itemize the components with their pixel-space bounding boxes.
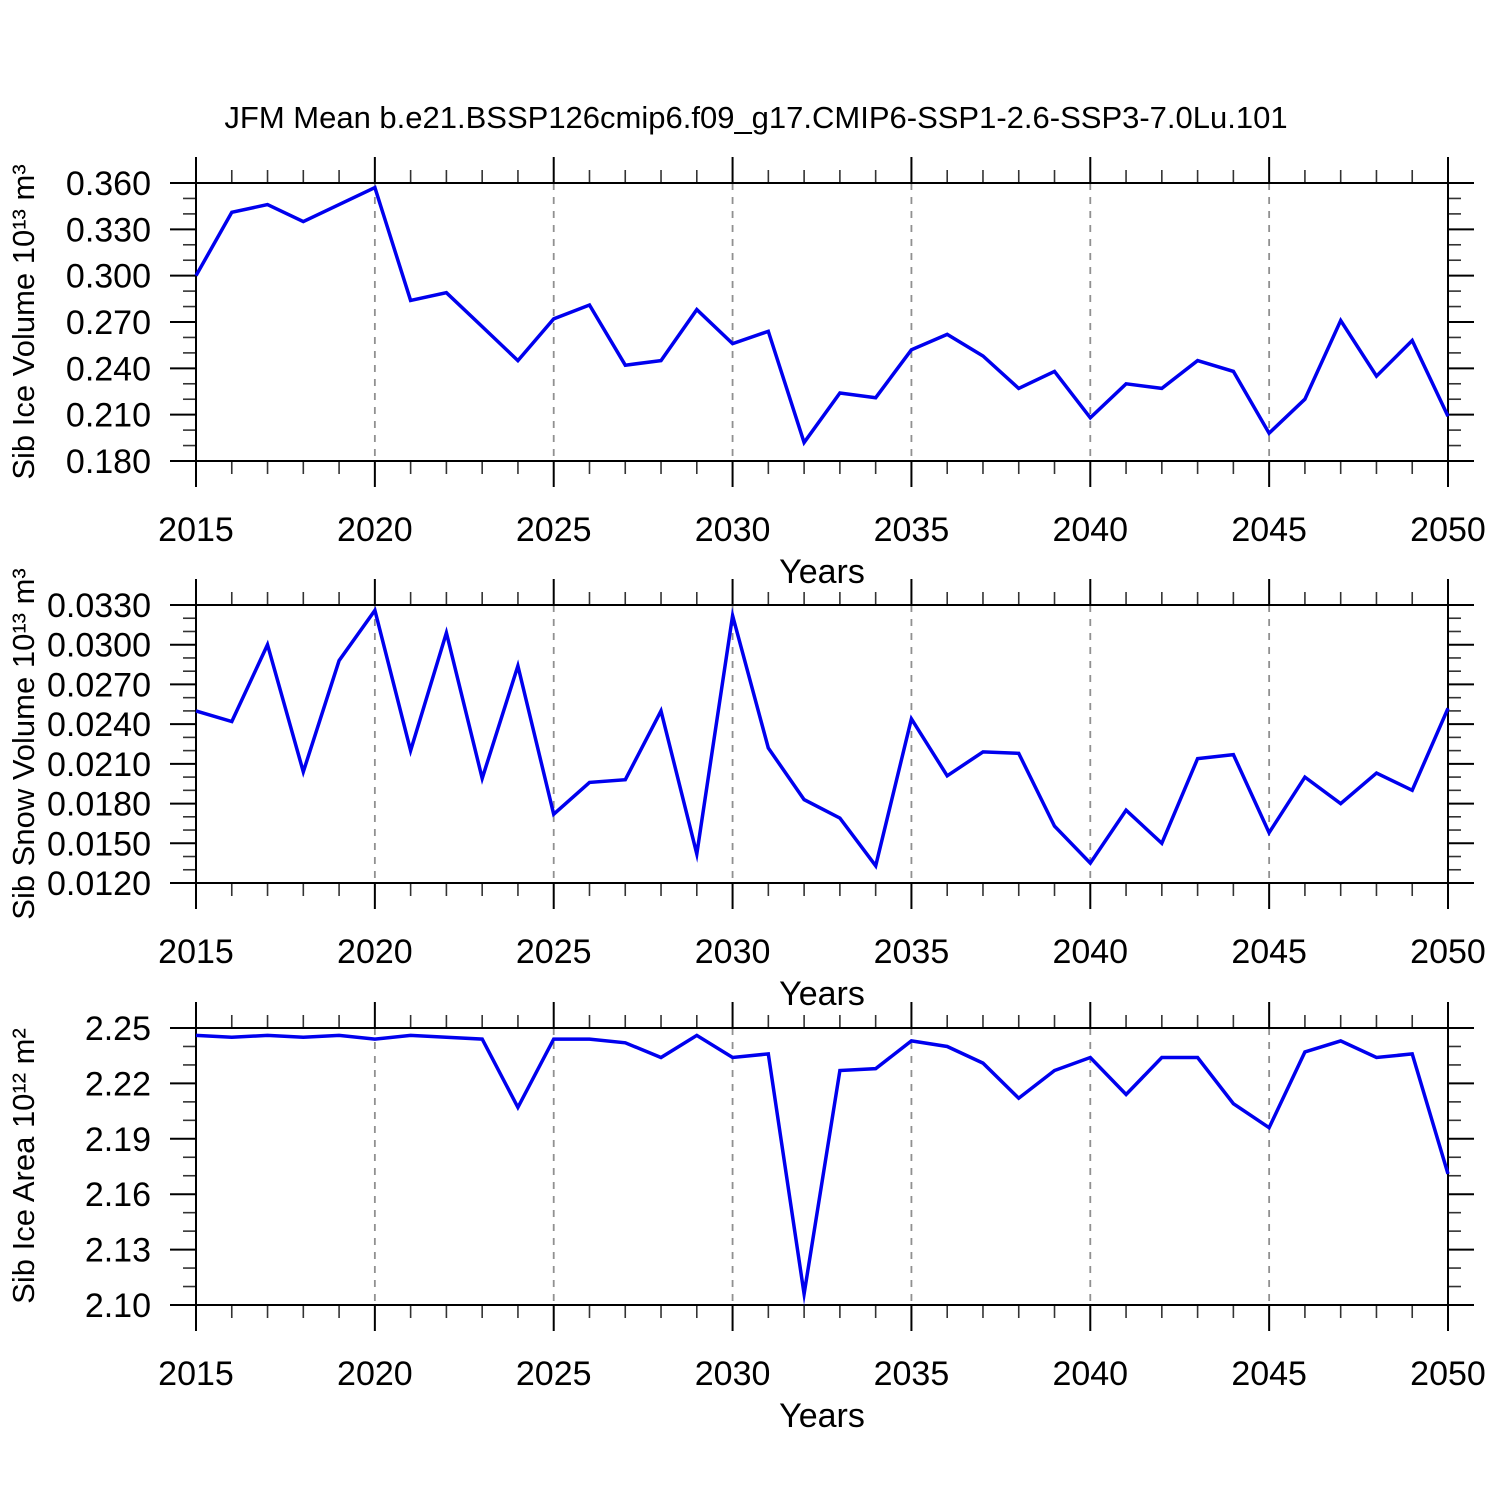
y-tick-label: 0.210 xyxy=(66,397,151,435)
y-tick-label: 0.0270 xyxy=(47,666,151,704)
y-tick-label: 2.22 xyxy=(85,1065,151,1103)
panel-1-x-axis-title: Years xyxy=(779,553,865,591)
x-tick-label: 2040 xyxy=(1052,511,1128,549)
y-tick-label: 0.0180 xyxy=(47,786,151,824)
y-tick-label: 2.25 xyxy=(85,1010,151,1048)
x-tick-label: 2040 xyxy=(1052,1355,1128,1393)
x-tick-label: 2030 xyxy=(695,1355,771,1393)
x-tick-label: 2020 xyxy=(337,1355,413,1393)
y-tick-label: 0.0240 xyxy=(47,706,151,744)
y-tick-label: 2.13 xyxy=(85,1232,151,1270)
x-tick-label: 2015 xyxy=(158,1355,234,1393)
x-tick-label: 2045 xyxy=(1231,1355,1307,1393)
x-tick-label: 2050 xyxy=(1410,1355,1486,1393)
y-tick-label: 0.0330 xyxy=(47,587,151,625)
x-tick-label: 2045 xyxy=(1231,511,1307,549)
x-tick-label: 2020 xyxy=(337,511,413,549)
x-tick-label: 2030 xyxy=(695,933,771,971)
y-tick-label: 0.0150 xyxy=(47,825,151,863)
y-tick-label: 2.16 xyxy=(85,1176,151,1214)
y-tick-label: 0.240 xyxy=(66,350,151,388)
y-tick-label: 2.10 xyxy=(85,1287,151,1325)
x-tick-label: 2035 xyxy=(874,933,950,971)
panel-snow-volume: 0.03300.03000.02700.02400.02100.01800.01… xyxy=(47,579,1486,971)
data-line xyxy=(194,185,1450,447)
plot-box xyxy=(195,1027,1449,1306)
x-tick-label: 2025 xyxy=(516,1355,592,1393)
y-tick-label: 0.300 xyxy=(66,258,151,296)
x-tick-label: 2035 xyxy=(874,511,950,549)
panel-2-y-axis-title: Sib Snow Volume 10¹³ m³ xyxy=(6,568,41,919)
panel-1-y-axis-title: Sib Ice Volume 10¹³ m³ xyxy=(6,164,41,479)
x-tick-label: 2015 xyxy=(158,933,234,971)
x-tick-label: 2050 xyxy=(1410,933,1486,971)
x-tick-label: 2050 xyxy=(1410,511,1486,549)
x-tick-label: 2015 xyxy=(158,511,234,549)
panel-2-x-axis-title: Years xyxy=(779,975,865,1013)
x-tick-label: 2040 xyxy=(1052,933,1128,971)
panel-3-y-axis-title: Sib Ice Area 10¹² m² xyxy=(6,1028,41,1304)
chart-title: JFM Mean b.e21.BSSP126cmip6.f09_g17.CMIP… xyxy=(224,100,1287,135)
y-tick-label: 0.180 xyxy=(66,443,151,481)
x-tick-label: 2045 xyxy=(1231,933,1307,971)
panel-3-x-axis-title: Years xyxy=(779,1397,865,1435)
y-tick-label: 0.270 xyxy=(66,304,151,342)
y-tick-label: 0.0210 xyxy=(47,746,151,784)
y-tick-label: 2.19 xyxy=(85,1121,151,1159)
x-tick-label: 2025 xyxy=(516,933,592,971)
y-tick-label: 0.0300 xyxy=(47,627,151,665)
x-tick-label: 2020 xyxy=(337,933,413,971)
x-tick-label: 2035 xyxy=(874,1355,950,1393)
data-line xyxy=(195,606,1450,870)
plot-box xyxy=(195,604,1449,884)
plot-box xyxy=(195,182,1449,462)
x-tick-label: 2030 xyxy=(695,511,771,549)
y-tick-label: 0.360 xyxy=(66,165,151,203)
y-tick-label: 0.330 xyxy=(66,211,151,249)
data-line xyxy=(195,1033,1450,1306)
y-tick-label: 0.0120 xyxy=(47,865,151,903)
x-tick-label: 2025 xyxy=(516,511,592,549)
